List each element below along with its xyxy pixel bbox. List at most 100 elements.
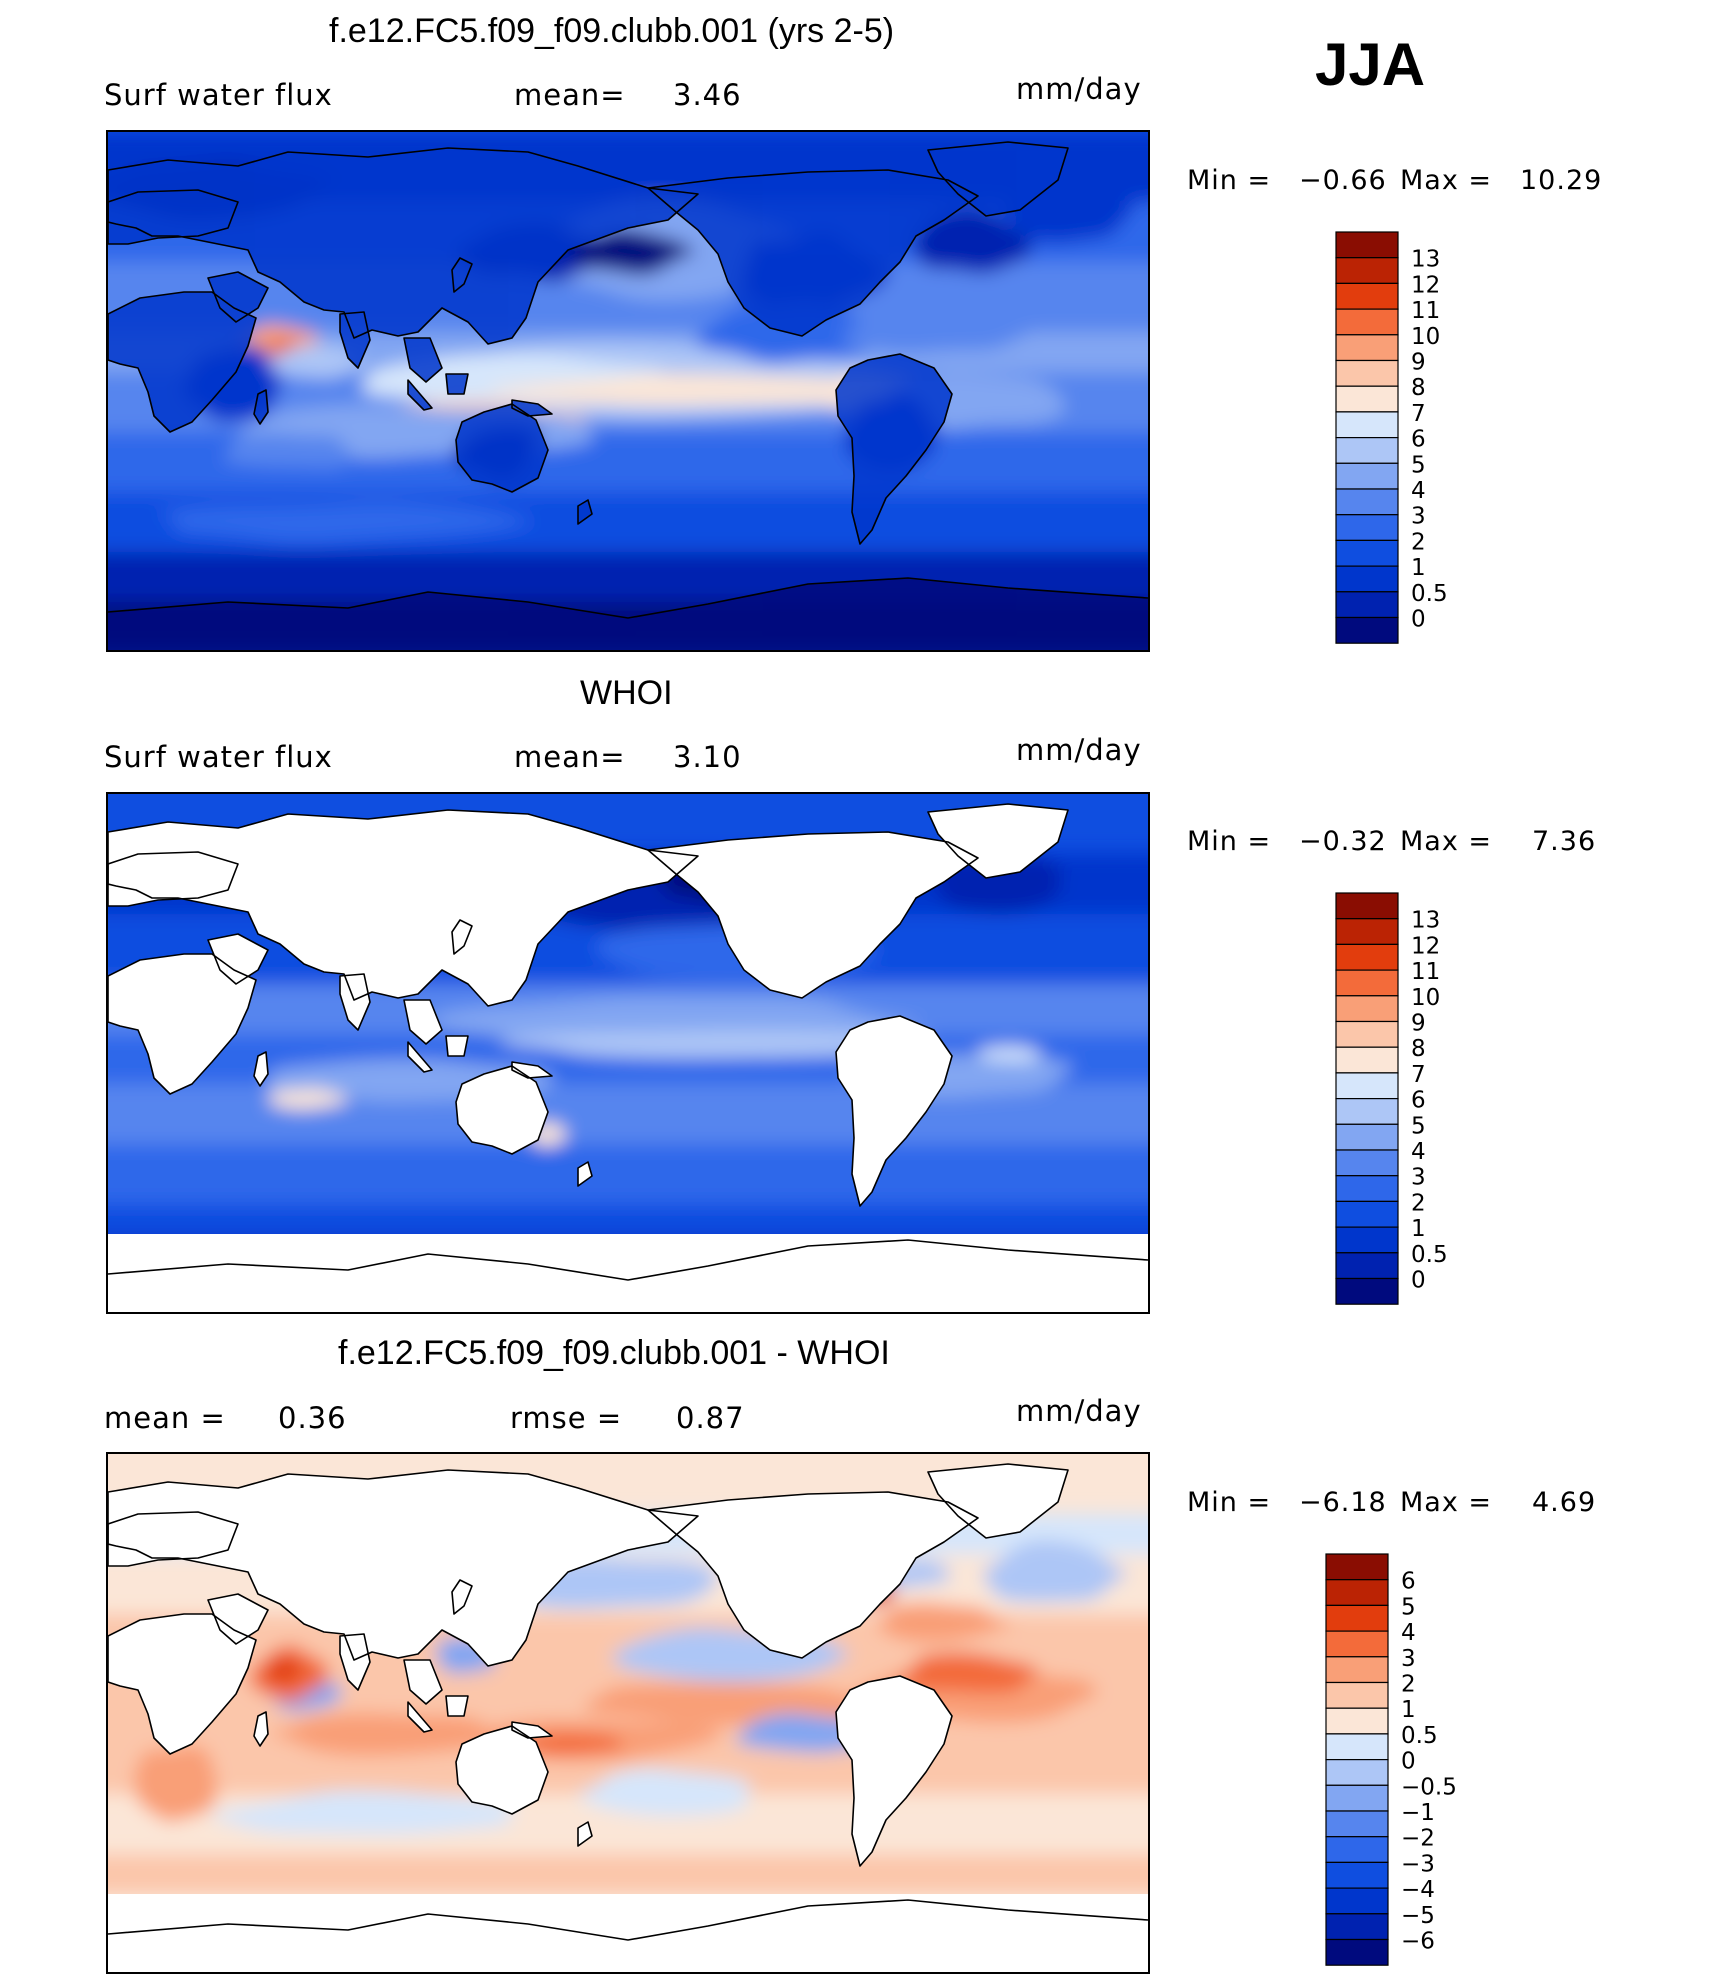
panel-3-min-value: −6.18 (1299, 1487, 1387, 1518)
coastlines (108, 1463, 1148, 1941)
panel-3-max-label: Max = (1400, 1487, 1493, 1518)
no-data-region (108, 1894, 1148, 1972)
coastline-sumatra (407, 1041, 433, 1073)
panel-1-title: f.e12.FC5.f09_f09.clubb.001 (yrs 2-5) (329, 12, 895, 50)
coastline-nz (577, 1161, 593, 1187)
field-contour-region (265, 1657, 304, 1683)
coastline-australia (455, 403, 549, 493)
colorbar-box (1335, 334, 1399, 362)
coastline-newguinea (511, 1721, 553, 1739)
coastline-antarctica (108, 1239, 1148, 1281)
field-contour-region (931, 854, 1062, 915)
panel-3-mean-label: mean = (104, 1401, 226, 1435)
colorbar-tick-label: 6 (1411, 1088, 1426, 1114)
land-namerica (648, 1492, 978, 1658)
colorbar-box (1335, 1123, 1399, 1151)
colorbar-box (1335, 995, 1399, 1023)
coastline-africa (108, 291, 257, 433)
land-samerica (836, 1676, 952, 1866)
colorbar-tick-label: −6 (1401, 1929, 1435, 1955)
colorbar-box (1335, 514, 1399, 542)
coastline-seasia (403, 1659, 443, 1705)
colorbar-tick-label: 3 (1411, 1165, 1426, 1191)
coastline-samerica (835, 1675, 953, 1867)
colorbar-box (1325, 1913, 1389, 1941)
coastlines (108, 803, 1148, 1281)
coastline-india (339, 973, 371, 1031)
panel-2-max-value: 7.36 (1532, 826, 1597, 857)
colorbar-tick-label: 4 (1411, 1139, 1426, 1165)
coastline-namerica (647, 169, 979, 337)
map-svg (108, 132, 1148, 650)
colorbar-tick-label: −0.5 (1401, 1774, 1457, 1800)
colorbar-box (1325, 1579, 1389, 1607)
colorbar-tick-label: 6 (1401, 1569, 1416, 1595)
colorbar-tick-label: 2 (1401, 1672, 1416, 1698)
colorbar-box (1325, 1553, 1389, 1581)
land-namerica (648, 170, 978, 336)
colorbar-tick-label: 12 (1411, 933, 1440, 959)
coastline-seasia (403, 999, 443, 1045)
colorbar-tick-label: −5 (1401, 1903, 1435, 1929)
panel-2-min-value: −0.32 (1299, 826, 1387, 857)
colorbar-box (1335, 1277, 1399, 1305)
colorbar-tick-label: −3 (1401, 1851, 1435, 1877)
colorbar-box (1335, 1226, 1399, 1254)
coastline-japan (451, 257, 473, 293)
colorbar-box (1335, 918, 1399, 946)
panel-2-mean-value: 3.10 (673, 740, 742, 774)
coastline-madagascar (253, 1711, 269, 1747)
coastline-arabia (207, 1593, 269, 1645)
field-contour-region (269, 1088, 348, 1110)
colorbar-box (1325, 1836, 1389, 1864)
coastline-europe (108, 1511, 239, 1567)
coastline-india (339, 1633, 371, 1691)
panel-1-min-value: −0.66 (1299, 165, 1387, 196)
colorbar-box (1335, 616, 1399, 644)
colorbar-box (1335, 359, 1399, 387)
coastline-newguinea (511, 399, 553, 417)
coastline-borneo (445, 373, 469, 395)
colorbar-tick-label: 10 (1411, 985, 1440, 1011)
field-contour-region (982, 1540, 1129, 1602)
colorbar-box (1325, 1707, 1389, 1735)
coastline-antarctica (108, 1899, 1148, 1941)
panel-1-min-label: Min = (1187, 165, 1272, 196)
panel-1-colorbar: 13 12 11 10 9 8 7 6 5 4 3 2 1 0.5 0 (1335, 231, 1495, 647)
panel-3-title: f.e12.FC5.f09_f09.clubb.001 - WHOI (338, 1334, 890, 1372)
colorbar-tick-label: 9 (1411, 350, 1426, 376)
colorbar-box (1335, 308, 1399, 336)
colorbar-tick-label: 10 (1411, 324, 1440, 350)
coastline-greenland (927, 803, 1069, 879)
panel-3-min-label: Min = (1187, 1487, 1272, 1518)
colorbar-box (1335, 437, 1399, 464)
colorbar-tick-label: 7 (1411, 401, 1426, 427)
panel-2-variable-label: Surf water flux (104, 740, 333, 774)
colorbar-box (1335, 1046, 1399, 1074)
panel-2-max-label: Max = (1400, 826, 1493, 857)
panel-2-map (106, 792, 1150, 1314)
coastline-namerica (647, 1491, 979, 1659)
colorbar-box (1325, 1938, 1389, 1966)
panel-2-title: WHOI (580, 674, 673, 712)
panel-3-mean-value: 0.36 (278, 1401, 347, 1435)
field-contour-region (210, 1790, 519, 1835)
colorbar-tick-label: 11 (1411, 298, 1440, 324)
field-band (108, 1854, 1148, 1894)
panel-3-max-value: 4.69 (1532, 1487, 1597, 1518)
colorbar-tick-label: 0 (1411, 607, 1426, 633)
colorbar-tick-label: 8 (1411, 375, 1426, 401)
coastline-sumatra (407, 379, 433, 411)
colorbar-box (1335, 565, 1399, 593)
coastline-japan (451, 1579, 473, 1615)
panel-1-mean-value: 3.46 (673, 78, 742, 112)
coastline-europe (108, 189, 239, 245)
coastline-australia (455, 1065, 549, 1155)
colorbar-tick-label: 7 (1411, 1062, 1426, 1088)
colorbar-tick-label: 0 (1411, 1268, 1426, 1294)
coastline-nz (577, 499, 593, 525)
coastlines (108, 141, 1148, 619)
colorbar-tick-label: 3 (1411, 504, 1426, 530)
